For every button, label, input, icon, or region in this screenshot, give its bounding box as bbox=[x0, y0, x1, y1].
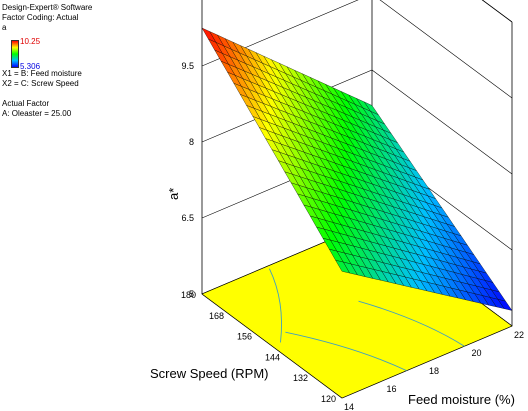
floor-contour-1 bbox=[285, 331, 407, 372]
x2-label: X2 = C: Screw Speed bbox=[2, 79, 79, 88]
y-tick-label-4: 168 bbox=[209, 311, 224, 321]
info-panel: Design-Expert® Software Factor Coding: A… bbox=[2, 3, 92, 119]
y-tick-label-2: 144 bbox=[265, 352, 280, 362]
z-gridline-4 bbox=[481, 0, 513, 23]
y-axis-label: Screw Speed (RPM) bbox=[150, 366, 268, 381]
color-scale-max: 10.25 bbox=[20, 37, 41, 46]
y-tick-label-5: 180 bbox=[181, 290, 196, 300]
actual-factor-title: Actual Factor bbox=[2, 99, 50, 108]
response-surface bbox=[201, 27, 513, 311]
x-tick-label-3: 20 bbox=[472, 348, 482, 358]
x1-label: X1 = B: Feed moisture bbox=[2, 69, 82, 78]
axis-ticks: 56.589.5111416182022120132144156168180 bbox=[181, 61, 524, 411]
y-tick-label-1: 132 bbox=[293, 373, 308, 383]
response-label: a bbox=[2, 23, 7, 32]
frame-top-right bbox=[481, 0, 513, 23]
z-tick-label-2: 8 bbox=[189, 137, 194, 147]
x-tick-label-0: 14 bbox=[344, 402, 354, 411]
factor-coding-label: Factor Coding: Actual bbox=[2, 13, 79, 22]
floor-contour-3 bbox=[268, 268, 282, 343]
y-tick-label-0: 120 bbox=[321, 394, 336, 404]
surface-cell bbox=[497, 299, 513, 311]
actual-factor-value: A: Oleaster = 25.00 bbox=[2, 109, 72, 118]
color-scale-bar bbox=[11, 40, 19, 68]
x-tick-label-1: 16 bbox=[387, 384, 397, 394]
z-gridline-3 bbox=[201, 0, 513, 99]
color-scale-min: 5.306 bbox=[20, 62, 41, 71]
x-tick-label-4: 22 bbox=[514, 330, 524, 340]
software-label: Design-Expert® Software bbox=[2, 3, 93, 12]
z-tick-label-3: 9.5 bbox=[181, 61, 194, 71]
x-tick-label-2: 18 bbox=[429, 366, 439, 376]
z-tick-label-0: 5 bbox=[189, 289, 194, 299]
z-axis-label: a* bbox=[166, 188, 181, 200]
z-tick-label-1: 6.5 bbox=[181, 213, 194, 223]
y-tick-label-3: 156 bbox=[237, 332, 252, 342]
x-axis-label: Feed moisture (%) bbox=[408, 392, 515, 407]
floor-contour-2 bbox=[358, 300, 465, 347]
